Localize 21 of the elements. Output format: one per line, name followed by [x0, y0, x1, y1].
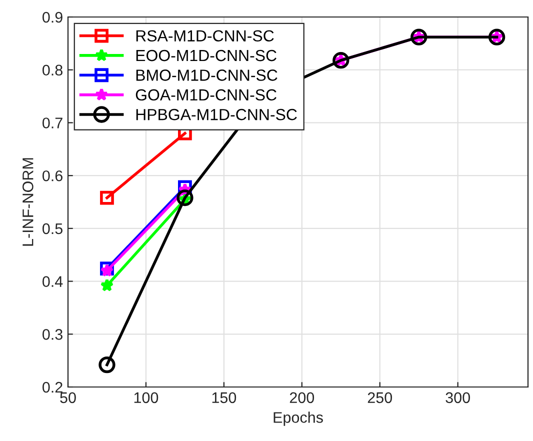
y-tick-label: 0.8	[42, 64, 62, 76]
y-tick-label: 0.3	[42, 329, 62, 340]
x-tick-label: 150	[212, 392, 236, 404]
y-axis-title: L-INF-NORM	[22, 158, 34, 246]
y-tick-label: 0.5	[42, 223, 62, 234]
y-tick-label: 0.4	[42, 276, 63, 287]
x-tick-label: 200	[290, 392, 314, 404]
y-tick-label: 0.7	[42, 118, 62, 128]
x-tick-label: 300	[446, 392, 470, 404]
y-tick-label: 0.6	[42, 170, 62, 182]
y-tick-label: 0.9	[42, 12, 62, 23]
x-tick-label: 250	[368, 392, 392, 404]
y-tick-label: 0.2	[42, 382, 62, 393]
x-tick-label: 100	[134, 392, 158, 404]
legend-label: EOO-M1D-CNN-SC	[136, 50, 276, 62]
x-tick-label: 50	[60, 392, 76, 404]
legend-label: RSA-M1D-CNN-SC	[136, 30, 274, 42]
x-axis-title: Epochs	[274, 412, 323, 426]
legend-label: HPBGA-M1D-CNN-SC	[136, 108, 297, 120]
legend-label: GOA-M1D-CNN-SC	[136, 89, 276, 101]
legend-label: BMO-M1D-CNN-SC	[136, 70, 278, 81]
